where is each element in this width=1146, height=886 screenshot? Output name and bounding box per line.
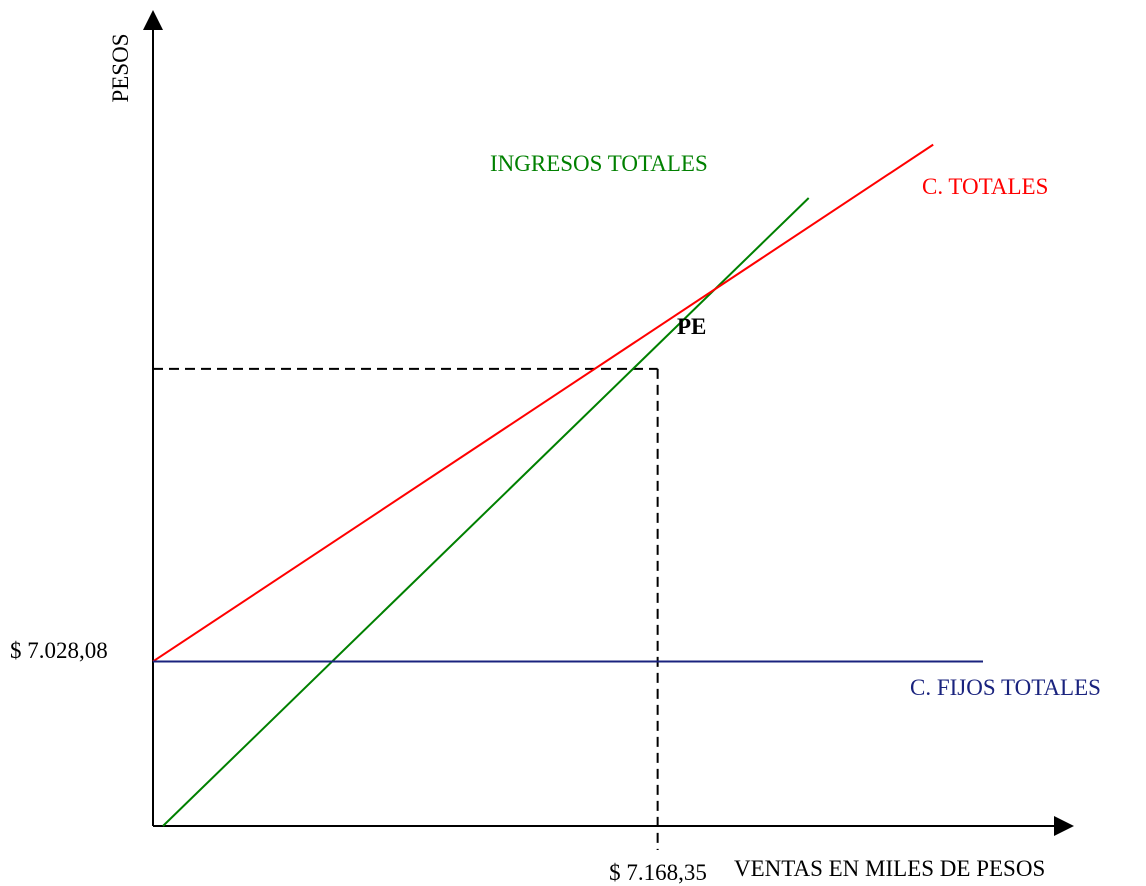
y-axis-label: PESOS — [108, 33, 133, 102]
series-label-costos-totales: C. TOTALES — [922, 174, 1048, 199]
series-label-ingresos-totales: INGRESOS TOTALES — [490, 151, 708, 176]
y-tick-label: $ 7.028,08 — [10, 638, 108, 663]
series-line-costos-totales — [152, 143, 934, 663]
series-label-costos-fijos-totales: C. FIJOS TOTALES — [910, 675, 1101, 700]
x-axis-label: VENTAS EN MILES DE PESOS — [734, 856, 1045, 881]
x-tick-label: $ 7.168,35 — [609, 860, 707, 885]
break-even-label: PE — [677, 314, 706, 339]
series-line-ingresos-totales — [162, 197, 810, 827]
